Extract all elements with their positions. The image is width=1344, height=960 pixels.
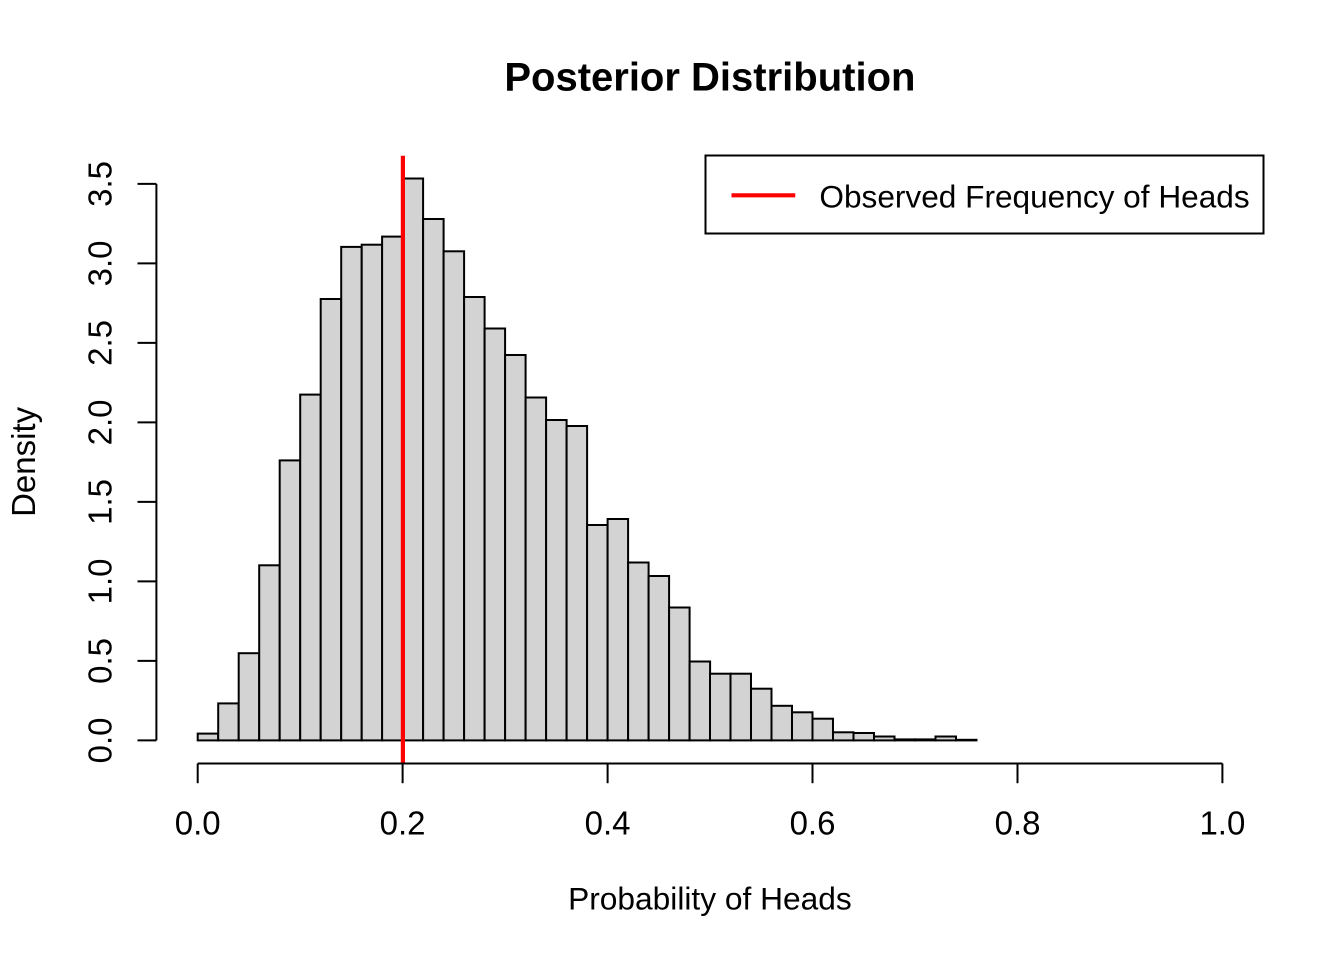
svg-text:1.0: 1.0	[82, 558, 119, 604]
svg-text:3.5: 3.5	[82, 161, 119, 207]
svg-text:Posterior Distribution: Posterior Distribution	[504, 56, 915, 100]
svg-text:0.5: 0.5	[82, 638, 119, 684]
svg-text:1.5: 1.5	[82, 479, 119, 525]
svg-text:0.0: 0.0	[175, 805, 221, 842]
svg-text:0.0: 0.0	[82, 717, 119, 763]
svg-text:Observed Frequency of Heads: Observed Frequency of Heads	[819, 179, 1249, 215]
svg-text:0.6: 0.6	[790, 805, 836, 842]
svg-text:Probability of Heads: Probability of Heads	[568, 881, 852, 917]
svg-text:2.5: 2.5	[82, 320, 119, 366]
svg-text:1.0: 1.0	[1199, 805, 1245, 842]
svg-text:3.0: 3.0	[82, 240, 119, 286]
svg-text:2.0: 2.0	[82, 399, 119, 445]
svg-text:0.8: 0.8	[995, 805, 1041, 842]
svg-text:0.4: 0.4	[585, 805, 631, 842]
svg-text:0.2: 0.2	[380, 805, 426, 842]
svg-text:Density: Density	[5, 406, 42, 517]
